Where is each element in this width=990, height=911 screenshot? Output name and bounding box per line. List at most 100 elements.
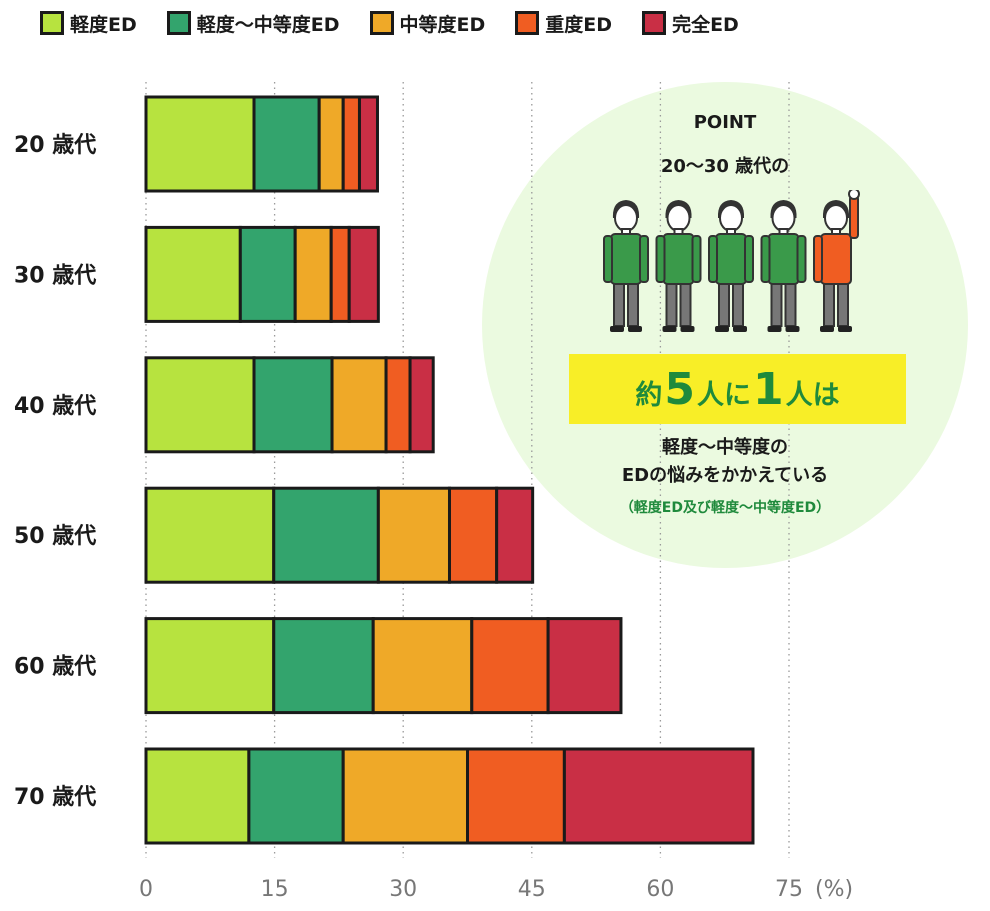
bar-segment-50s-series-2 bbox=[376, 486, 451, 584]
bar-segment-30s-series-0 bbox=[144, 225, 242, 323]
bar-segment-70s-series-2 bbox=[341, 747, 470, 845]
person-torso bbox=[715, 233, 747, 285]
bar-segment-40s-series-4 bbox=[408, 356, 435, 454]
point-subtitle: 20〜30 歳代の bbox=[660, 156, 790, 177]
legend-label-moderate: 中等度ED bbox=[399, 13, 486, 36]
highlight-text-person: 人は bbox=[785, 379, 840, 411]
person-shoe-right bbox=[733, 326, 747, 332]
bar-segment-20s-series-0 bbox=[144, 95, 256, 193]
highlight-number-five: 5 bbox=[664, 363, 695, 415]
legend-item-complete: 完全ED bbox=[642, 10, 739, 37]
person-shoe-left bbox=[820, 326, 834, 332]
x-tick-label-45: 45 bbox=[518, 877, 546, 902]
people-illustration bbox=[603, 190, 860, 332]
legend-item-severe: 重度ED bbox=[515, 10, 612, 37]
highlight-number-one: 1 bbox=[753, 363, 784, 415]
person-arm-left bbox=[813, 235, 823, 283]
bar-segment-40s-series-2 bbox=[330, 356, 388, 454]
legend-swatch-complete bbox=[642, 11, 667, 35]
person-torso bbox=[820, 233, 852, 285]
person-icon bbox=[603, 200, 649, 332]
legend-label-mild-moderate: 軽度〜中等度ED bbox=[196, 13, 340, 36]
bar-segment-50s-series-0 bbox=[144, 486, 276, 584]
person-leg-right bbox=[732, 283, 744, 327]
y-category-label-30s: 30 歳代 bbox=[14, 263, 96, 288]
person-leg-right bbox=[627, 283, 639, 327]
person-head bbox=[719, 204, 743, 232]
person-arm-left bbox=[708, 235, 718, 283]
x-tick-label-15: 15 bbox=[261, 877, 289, 902]
bar-segment-50s-series-1 bbox=[272, 486, 380, 584]
legend-label-mild: 軽度ED bbox=[70, 13, 137, 36]
person-leg-left bbox=[613, 283, 625, 327]
point-title: POINT bbox=[693, 112, 757, 133]
bar-segment-40s-series-3 bbox=[384, 356, 412, 454]
point-description-line-2: EDの悩みをかかえている bbox=[621, 465, 829, 486]
bar-segment-60s-series-1 bbox=[272, 617, 375, 715]
person-shoe-right bbox=[838, 326, 852, 332]
bar-segment-60s-series-3 bbox=[470, 617, 550, 715]
x-tick-label-0: 0 bbox=[139, 877, 153, 902]
y-category-label-70s: 70 歳代 bbox=[14, 785, 96, 810]
x-axis-unit: (%) bbox=[815, 877, 853, 902]
bar-segment-40s-series-0 bbox=[144, 356, 256, 454]
bar-segment-20s-series-3 bbox=[341, 95, 361, 193]
y-category-label-50s: 50 歳代 bbox=[14, 524, 96, 549]
person-leg-left bbox=[770, 283, 783, 327]
bar-segment-50s-series-4 bbox=[495, 486, 535, 584]
person-arm-right bbox=[796, 235, 807, 283]
legend: 軽度ED 軽度〜中等度ED 中等度ED 重度ED 完全ED bbox=[40, 6, 769, 40]
bar-segment-70s-series-3 bbox=[466, 747, 566, 845]
person-shoe-left bbox=[767, 326, 782, 332]
legend-swatch-mild-moderate bbox=[166, 11, 191, 35]
point-description: 軽度〜中等度の EDの悩みをかかえている bbox=[482, 434, 968, 490]
person-shoe-right bbox=[785, 326, 800, 332]
highlight-text-about: 約 bbox=[635, 379, 663, 411]
bar-segment-70s-series-0 bbox=[144, 747, 251, 845]
bar-segment-60s-series-4 bbox=[546, 617, 623, 715]
legend-swatch-mild bbox=[40, 11, 64, 35]
legend-label-severe: 重度ED bbox=[545, 13, 613, 36]
person-arm-left bbox=[603, 235, 613, 283]
legend-item-mild-moderate: 軽度〜中等度ED bbox=[166, 10, 340, 37]
person-icon bbox=[655, 200, 702, 332]
bar-segment-40s-series-1 bbox=[252, 356, 334, 454]
bar-segment-30s-series-1 bbox=[238, 225, 297, 323]
person-head bbox=[666, 204, 691, 232]
person-leg-right bbox=[679, 283, 692, 327]
person-leg-left bbox=[665, 283, 678, 327]
bar-segment-70s-series-1 bbox=[247, 747, 345, 845]
bar-segment-60s-series-0 bbox=[144, 617, 276, 715]
bars-layer bbox=[144, 95, 755, 845]
bar-segment-70s-series-4 bbox=[562, 747, 755, 845]
person-icon bbox=[760, 200, 807, 332]
bar-segment-20s-series-4 bbox=[357, 95, 379, 193]
y-category-label-40s: 40 歳代 bbox=[14, 394, 96, 419]
bar-segment-30s-series-2 bbox=[293, 225, 333, 323]
legend-item-mild: 軽度ED bbox=[40, 10, 137, 37]
legend-swatch-severe bbox=[515, 11, 540, 35]
person-arm-left bbox=[760, 235, 771, 283]
bar-segment-20s-series-2 bbox=[317, 95, 345, 193]
bar-segment-30s-series-3 bbox=[329, 225, 351, 323]
bar-segment-50s-series-3 bbox=[447, 486, 499, 584]
y-category-label-60s: 60 歳代 bbox=[14, 655, 96, 680]
person-shoe-left bbox=[715, 326, 729, 332]
x-tick-label-30: 30 bbox=[389, 877, 417, 902]
person-icon bbox=[708, 200, 754, 332]
person-hand-raised bbox=[848, 190, 860, 200]
person-arm-right bbox=[639, 235, 649, 283]
highlight-text-people-of: 人に bbox=[697, 379, 751, 411]
person-torso bbox=[767, 233, 800, 285]
legend-label-complete: 完全ED bbox=[672, 13, 739, 36]
person-leg-left bbox=[823, 283, 835, 327]
person-shoe-right bbox=[628, 326, 642, 332]
x-tick-label-75: 75 bbox=[775, 877, 803, 902]
person-arm-right bbox=[691, 235, 702, 283]
person-shoe-left bbox=[662, 326, 677, 332]
highlight-band: 約 5 人に 1 人は bbox=[569, 354, 906, 424]
person-leg-right bbox=[784, 283, 797, 327]
bar-segment-20s-series-1 bbox=[252, 95, 321, 193]
